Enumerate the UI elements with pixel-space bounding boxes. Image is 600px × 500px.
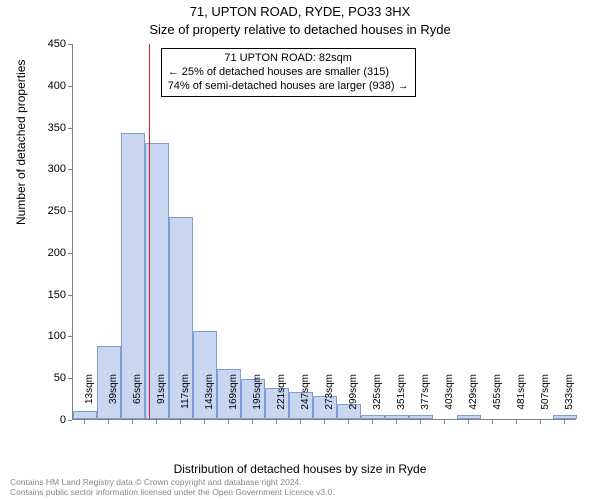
x-tick-label: 117sqm — [180, 374, 191, 424]
x-tick-mark — [156, 420, 157, 424]
y-tick-label: 350 — [26, 122, 66, 134]
y-tick-mark — [68, 295, 72, 296]
x-tick-mark — [492, 420, 493, 424]
x-tick-label: 247sqm — [300, 374, 311, 424]
x-tick-label: 91sqm — [156, 374, 167, 424]
x-tick-mark — [372, 420, 373, 424]
x-tick-label: 13sqm — [84, 374, 95, 424]
x-tick-mark — [516, 420, 517, 424]
x-tick-label: 507sqm — [540, 374, 551, 424]
annotation-line1: 71 UPTON ROAD: 82sqm — [168, 52, 409, 66]
x-tick-mark — [564, 420, 565, 424]
y-tick-mark — [68, 169, 72, 170]
y-tick-mark — [68, 336, 72, 337]
y-tick-mark — [68, 44, 72, 45]
x-tick-label: 143sqm — [204, 374, 215, 424]
y-tick-mark — [68, 420, 72, 421]
x-tick-mark — [180, 420, 181, 424]
footer-attribution: Contains HM Land Registry data © Crown c… — [10, 478, 335, 498]
y-tick-mark — [68, 211, 72, 212]
x-tick-mark — [84, 420, 85, 424]
x-tick-label: 351sqm — [396, 374, 407, 424]
x-tick-mark — [132, 420, 133, 424]
footer-line2: Contains public sector information licen… — [10, 488, 335, 498]
x-tick-mark — [300, 420, 301, 424]
y-tick-label: 300 — [26, 163, 66, 175]
y-tick-label: 150 — [26, 289, 66, 301]
y-tick-mark — [68, 378, 72, 379]
y-tick-label: 100 — [26, 330, 66, 342]
x-tick-mark — [348, 420, 349, 424]
y-tick-label: 400 — [26, 80, 66, 92]
x-tick-mark — [444, 420, 445, 424]
x-tick-mark — [204, 420, 205, 424]
x-tick-label: 325sqm — [372, 374, 383, 424]
x-tick-label: 429sqm — [468, 374, 479, 424]
x-tick-mark — [324, 420, 325, 424]
x-tick-label: 455sqm — [492, 374, 503, 424]
y-tick-label: 250 — [26, 205, 66, 217]
x-tick-label: 481sqm — [516, 374, 527, 424]
x-tick-mark — [420, 420, 421, 424]
x-tick-label: 273sqm — [324, 374, 335, 424]
annotation-line2: ← 25% of detached houses are smaller (31… — [168, 66, 409, 80]
x-tick-label: 39sqm — [108, 374, 119, 424]
y-tick-mark — [68, 128, 72, 129]
x-tick-label: 169sqm — [228, 374, 239, 424]
x-tick-label: 403sqm — [444, 374, 455, 424]
y-tick-label: 0 — [26, 414, 66, 426]
y-tick-mark — [68, 86, 72, 87]
x-tick-label: 65sqm — [132, 374, 143, 424]
x-tick-mark — [276, 420, 277, 424]
y-tick-label: 450 — [26, 38, 66, 50]
x-axis-label: Distribution of detached houses by size … — [0, 462, 600, 476]
x-tick-mark — [228, 420, 229, 424]
x-tick-label: 221sqm — [276, 374, 287, 424]
y-tick-label: 200 — [26, 247, 66, 259]
y-tick-label: 50 — [26, 372, 66, 384]
chart-title-line1: 71, UPTON ROAD, RYDE, PO33 3HX — [0, 4, 600, 19]
y-tick-mark — [68, 253, 72, 254]
chart-title-line2: Size of property relative to detached ho… — [0, 22, 600, 37]
x-tick-label: 195sqm — [252, 374, 263, 424]
x-tick-mark — [468, 420, 469, 424]
reference-line — [149, 44, 150, 419]
x-tick-label: 377sqm — [420, 374, 431, 424]
y-axis-label: Number of detached properties — [14, 60, 28, 225]
annotation-box: 71 UPTON ROAD: 82sqm ← 25% of detached h… — [161, 48, 416, 97]
plot-area: 71 UPTON ROAD: 82sqm ← 25% of detached h… — [72, 44, 576, 420]
x-tick-mark — [108, 420, 109, 424]
x-tick-mark — [540, 420, 541, 424]
x-tick-mark — [396, 420, 397, 424]
x-tick-mark — [252, 420, 253, 424]
x-tick-label: 533sqm — [564, 374, 575, 424]
annotation-line3: 74% of semi-detached houses are larger (… — [168, 80, 409, 94]
x-tick-label: 299sqm — [348, 374, 359, 424]
